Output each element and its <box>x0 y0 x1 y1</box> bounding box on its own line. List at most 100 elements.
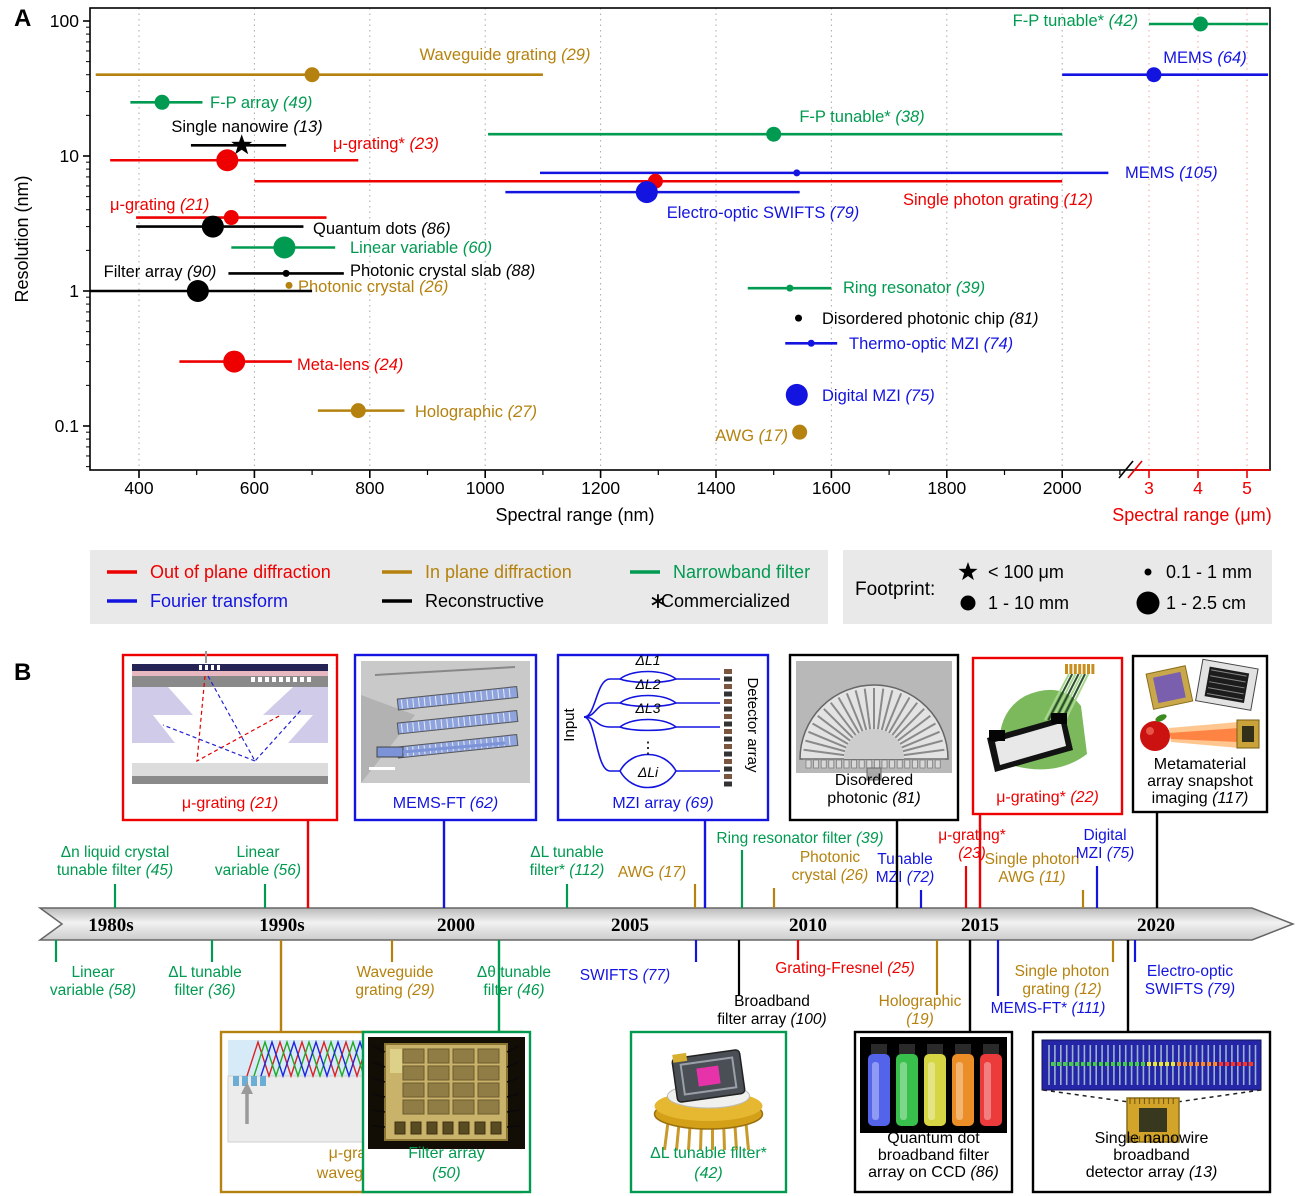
detector-cell <box>724 691 732 697</box>
fan-spoke <box>897 714 931 742</box>
comb-line <box>457 717 460 727</box>
timeline-label-line: ΔL tunable <box>530 844 604 861</box>
y-axis-title: Resolution (nm) <box>12 175 32 302</box>
bond-wire-l <box>372 1125 386 1128</box>
footprint-label: 0.1 - 1 mm <box>1166 562 1252 582</box>
bond-wire-l <box>372 1093 386 1098</box>
fan-spoke <box>854 690 868 731</box>
comb-line <box>474 691 477 701</box>
spectrum-streak <box>1069 1062 1073 1066</box>
bottom-cell <box>474 1121 486 1135</box>
series-label: Single photon grating (12) <box>903 191 1093 209</box>
ray-red <box>196 675 282 763</box>
dot-medium-icon <box>960 595 976 611</box>
series-label: Photonic crystal slab (88) <box>350 262 535 280</box>
timeline-label-line: Digital <box>1083 827 1126 844</box>
timeline-label-line: Ring resonator filter (39) <box>716 830 883 847</box>
spectrum-streak <box>1051 1062 1055 1066</box>
chip-core <box>1139 1108 1167 1132</box>
timeline-label-line: Single photon <box>1015 963 1110 980</box>
series-label: Thermo-optic MZI (74) <box>849 335 1013 353</box>
detector-cell <box>724 736 732 742</box>
gold-finger <box>1082 664 1086 674</box>
box-caption-line: Metamaterial <box>1154 756 1246 773</box>
mzi-arm-down <box>619 678 677 684</box>
comb-line <box>429 696 432 706</box>
fan-spoke <box>829 702 857 736</box>
dot-marker-small <box>795 314 803 322</box>
footprint-legend-bg <box>843 550 1272 624</box>
grating-comb <box>307 677 311 682</box>
box-caption-line: array on CCD (86) <box>868 1164 999 1181</box>
comb-line <box>463 717 466 727</box>
ytick-label-100: 100 <box>50 11 79 31</box>
series-meta-lens-24: Meta-lens (24) <box>179 350 403 374</box>
axis-break-slash-1 <box>1118 460 1134 479</box>
comb-line <box>502 688 505 698</box>
flex-ribbon-trace <box>1064 673 1090 721</box>
grating-comb <box>251 677 255 682</box>
fan-base-comb <box>934 759 941 769</box>
flex-ribbon-trace <box>1044 673 1070 721</box>
filter-cell <box>477 1082 500 1098</box>
fan-base-comb <box>904 759 911 769</box>
box-caption-line: Disordered <box>835 772 913 789</box>
dot-marker-medium <box>1146 67 1162 83</box>
xtick-label-400: 400 <box>124 478 153 498</box>
fanout <box>583 678 611 718</box>
legend-item-fourier-transform: Fourier transform <box>107 591 288 611</box>
comb-line <box>474 715 477 725</box>
comb-line <box>480 715 483 725</box>
comb-line <box>440 695 443 705</box>
asterisk-icon: ∗ <box>649 588 667 613</box>
series-mems-105: MEMS (105) <box>540 164 1218 182</box>
timeline-label-line: MEMS-FT* (111) <box>991 1000 1106 1017</box>
image-box-l-tunable-filter-42: ΔL tunable filter* (42) <box>629 1030 788 1194</box>
comb-line <box>412 698 415 708</box>
xtick-label-1600: 1600 <box>812 478 851 498</box>
timeline-label-line: filter (46) <box>483 982 544 999</box>
series-photonic-crystal-slab-88: Photonic crystal slab (88) <box>228 262 535 280</box>
fan-base-comb <box>813 759 819 769</box>
footprint-title: Footprint: <box>855 579 935 600</box>
filter-cell <box>427 1048 450 1064</box>
series-f-p-tunable-38: F-P tunable* (38) <box>488 108 1063 142</box>
fan-spoke <box>803 748 845 757</box>
apple-body <box>1140 721 1170 751</box>
comb-line <box>440 719 443 729</box>
fan-base-comb <box>851 759 857 769</box>
vial-cap <box>983 1044 999 1054</box>
mzi-arm-label: ΔL3 <box>635 700 661 716</box>
box-caption-line: Quantum dot <box>887 1130 980 1147</box>
bw-chip <box>1195 658 1259 711</box>
fan-spoke <box>817 714 851 742</box>
bottom-cell <box>490 1121 502 1135</box>
comb-line <box>400 723 403 733</box>
comb-line <box>508 736 511 746</box>
timeline-label-line: Linear <box>71 964 114 981</box>
image-box-grating-22: μ-grating* (22) <box>971 656 1124 908</box>
spectrum-streak <box>1081 1062 1085 1066</box>
comb-line <box>497 713 500 723</box>
bw-lines <box>1211 669 1247 677</box>
bw-lines <box>1210 675 1246 683</box>
slit-comb <box>217 665 220 670</box>
spectrum-streak <box>1075 1062 1079 1066</box>
layer-top <box>132 664 328 671</box>
fan-spoke <box>823 708 854 739</box>
layer-pink <box>132 671 328 676</box>
comb-line <box>491 690 494 700</box>
spectrum-streak <box>1057 1062 1061 1066</box>
spectrum-streak <box>1183 1062 1187 1066</box>
series-grating-21: μ-grating (21) <box>110 196 327 226</box>
grating-comb <box>272 677 276 682</box>
fan-base-comb <box>858 759 865 769</box>
decade-2015: 2015 <box>961 915 999 936</box>
